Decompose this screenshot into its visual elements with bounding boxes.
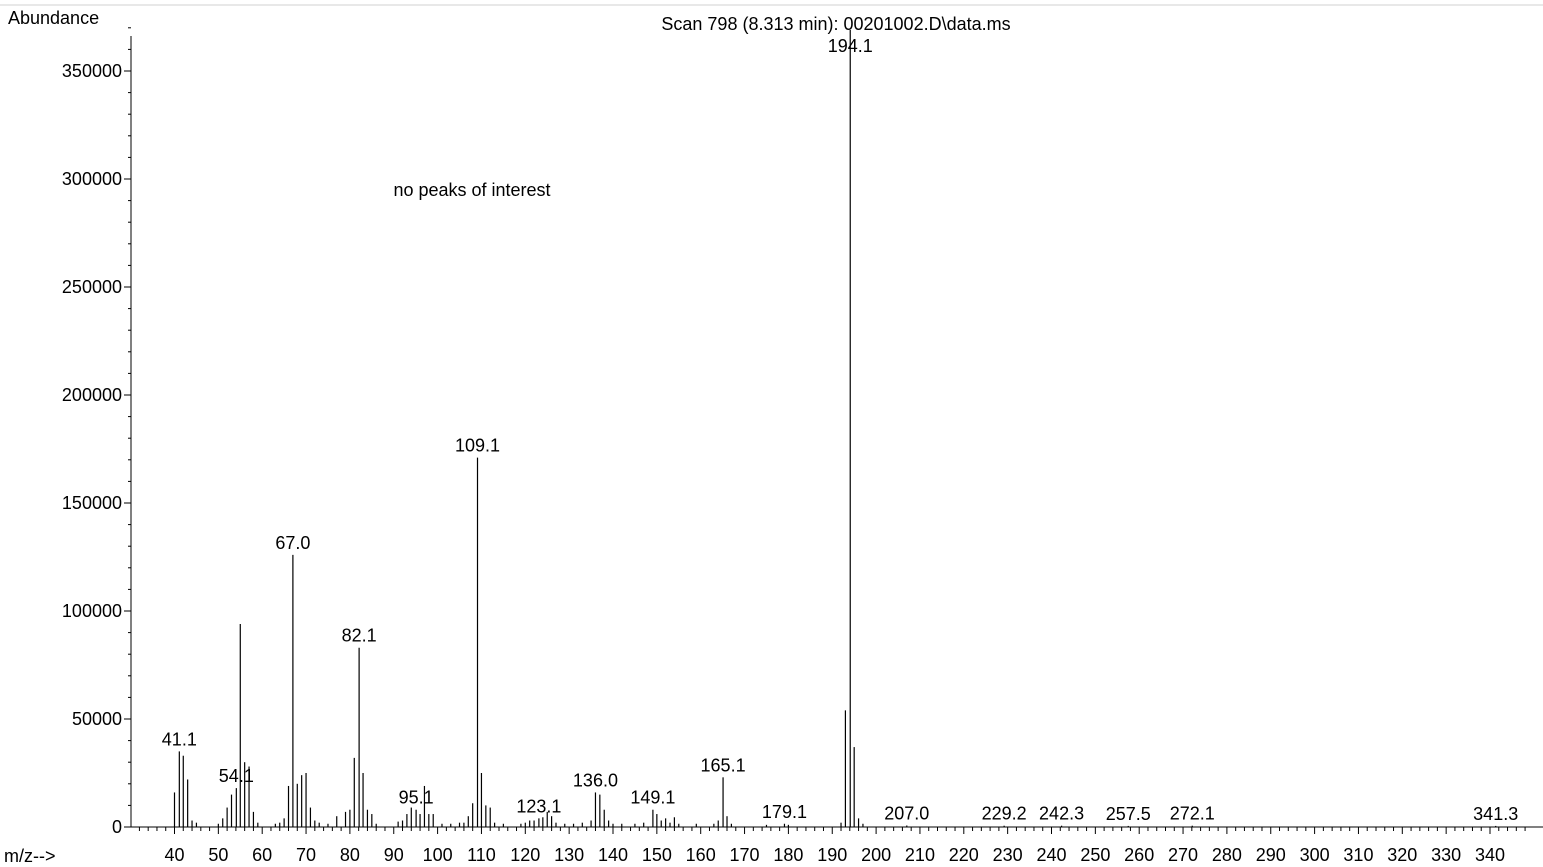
x-tick-label: 200 xyxy=(861,845,891,865)
x-tick-label: 130 xyxy=(554,845,584,865)
x-tick-label: 50 xyxy=(208,845,228,865)
x-tick-label: 140 xyxy=(598,845,628,865)
y-tick-label: 50000 xyxy=(72,709,122,729)
peak-label: 41.1 xyxy=(162,729,197,749)
y-axis-label: Abundance xyxy=(8,8,99,28)
peak-label: 67.0 xyxy=(275,533,310,553)
peak-label: 207.0 xyxy=(884,803,929,823)
peak-label: 272.1 xyxy=(1170,804,1215,824)
x-tick-label: 170 xyxy=(730,845,760,865)
x-tick-label: 110 xyxy=(467,845,496,865)
x-tick-label: 230 xyxy=(993,845,1023,865)
x-tick-label: 310 xyxy=(1343,845,1373,865)
x-tick-label: 40 xyxy=(164,845,184,865)
x-tick-label: 210 xyxy=(905,845,935,865)
peak-label: 165.1 xyxy=(701,755,746,775)
x-tick-label: 100 xyxy=(423,845,453,865)
chart-title: Scan 798 (8.313 min): 00201002.D\data.ms xyxy=(661,14,1010,34)
y-tick-label: 150000 xyxy=(62,493,122,513)
x-tick-label: 340 xyxy=(1475,845,1505,865)
x-tick-label: 270 xyxy=(1168,845,1198,865)
x-axis-label: m/z--> xyxy=(4,846,56,866)
peak-label: 242.3 xyxy=(1039,804,1084,824)
y-tick-label: 0 xyxy=(112,817,122,837)
peak-label: 257.5 xyxy=(1106,804,1151,824)
x-tick-label: 240 xyxy=(1036,845,1066,865)
peak-label: 123.1 xyxy=(516,796,561,816)
peak-label: 149.1 xyxy=(630,788,675,808)
x-tick-label: 330 xyxy=(1431,845,1461,865)
x-tick-label: 320 xyxy=(1387,845,1417,865)
x-tick-label: 250 xyxy=(1080,845,1110,865)
y-tick-label: 300000 xyxy=(62,169,122,189)
x-tick-label: 150 xyxy=(642,845,672,865)
x-tick-label: 60 xyxy=(252,845,272,865)
peak-label: 179.1 xyxy=(762,802,807,822)
x-tick-label: 180 xyxy=(773,845,803,865)
peak-label: 82.1 xyxy=(342,626,377,646)
x-tick-label: 90 xyxy=(384,845,404,865)
x-tick-label: 80 xyxy=(340,845,360,865)
x-tick-label: 70 xyxy=(296,845,316,865)
x-tick-label: 260 xyxy=(1124,845,1154,865)
x-tick-label: 290 xyxy=(1256,845,1286,865)
peak-label: 109.1 xyxy=(455,436,500,456)
peak-label: 194.1 xyxy=(828,36,873,56)
x-tick-label: 300 xyxy=(1300,845,1330,865)
peak-label: 95.1 xyxy=(399,788,434,808)
annotation-text: no peaks of interest xyxy=(393,180,550,200)
x-tick-label: 280 xyxy=(1212,845,1242,865)
y-tick-label: 250000 xyxy=(62,277,122,297)
x-tick-label: 220 xyxy=(949,845,979,865)
peak-label: 341.3 xyxy=(1473,804,1518,824)
peak-label: 229.2 xyxy=(982,804,1027,824)
plot-area: 0 50000 100000 150000 200000 250000 300000 3500… xyxy=(62,27,1543,865)
x-tick-label: 160 xyxy=(686,845,716,865)
y-tick-label: 100000 xyxy=(62,601,122,621)
x-tick-label: 190 xyxy=(817,845,847,865)
x-tick-label: 120 xyxy=(510,845,540,865)
y-tick-label: 350000 xyxy=(62,61,122,81)
y-tick-label: 200000 xyxy=(62,385,122,405)
peak-label: 136.0 xyxy=(573,770,618,790)
